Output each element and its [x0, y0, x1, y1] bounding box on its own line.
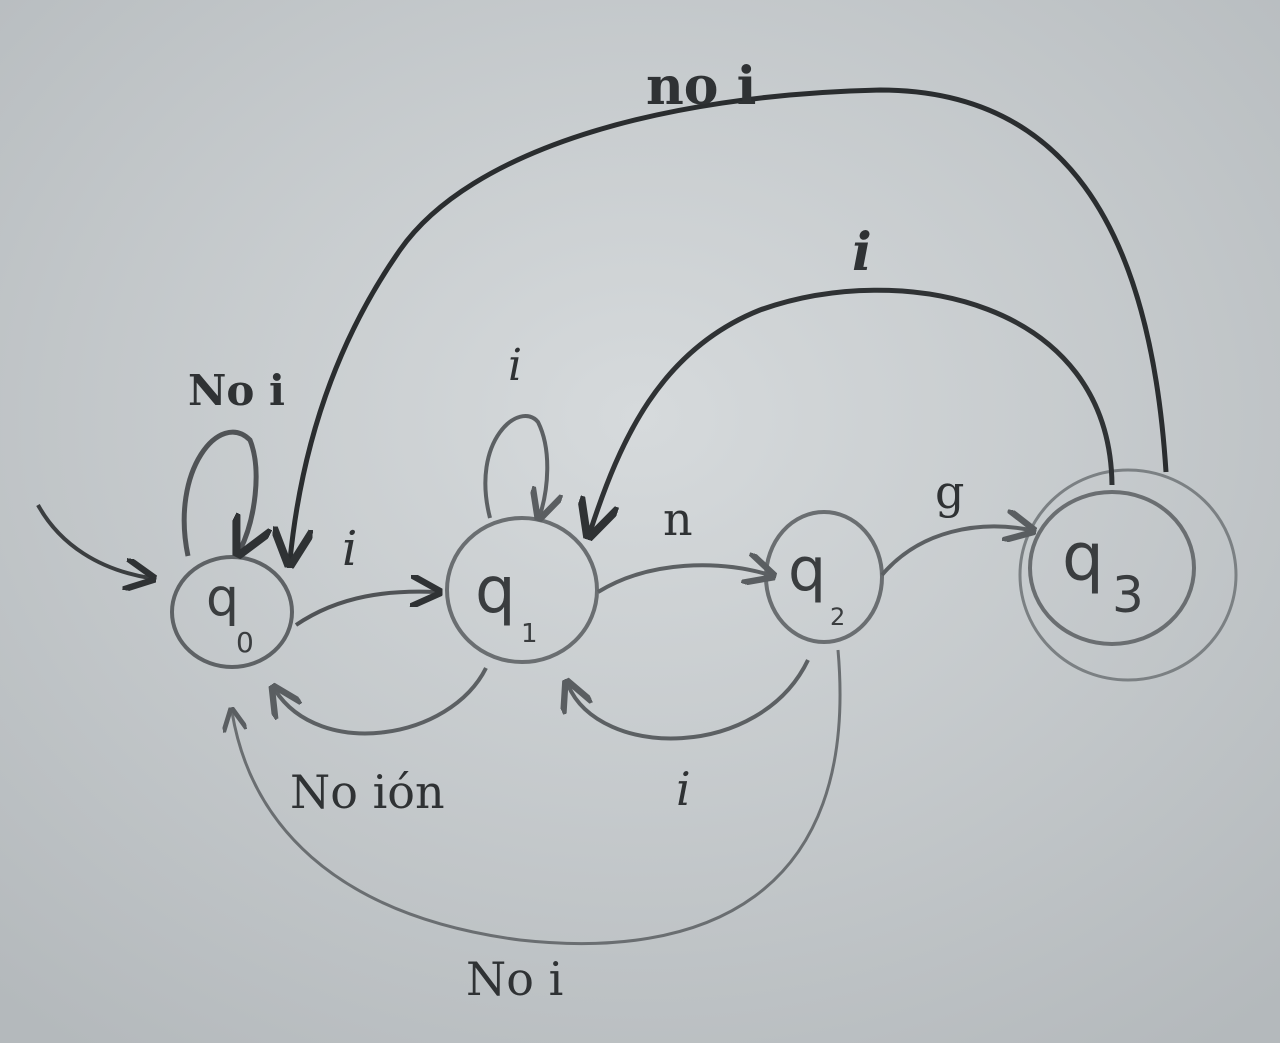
state-q0-circle [170, 555, 294, 669]
edge-q0-q1 [294, 592, 436, 627]
state-q1-label: q [475, 554, 516, 628]
state-q1-subscript: 1 [521, 619, 538, 649]
edge-q3-q1-label: i [852, 222, 872, 283]
edge-q3-q1 [590, 287, 1115, 532]
edge-q2-q1 [568, 659, 810, 741]
state-q3-subscript: 3 [1112, 566, 1144, 624]
edge-q1-q2 [596, 565, 770, 594]
edge-q2-q0-label: No i [466, 952, 563, 1006]
state-q1: q 1 [445, 516, 599, 664]
edge-q1-q1 [483, 414, 547, 518]
edge-q3-q0-label: no i [646, 56, 756, 117]
edge-q0-q0 [181, 429, 256, 556]
edge-q1-q0-label: No ión [290, 765, 445, 819]
edge-q0-q1-label: i [342, 521, 357, 577]
state-q3-label: q [1062, 519, 1104, 596]
state-q1-circle [445, 516, 599, 664]
state-q3-inner-circle [1028, 490, 1196, 646]
edge-q2-q3 [880, 526, 1030, 577]
state-q3: q 3 [1018, 468, 1238, 682]
state-q3-outer-circle [1018, 468, 1238, 682]
state-q0-label: q [206, 568, 239, 628]
edge-q2-q3-label: g [935, 465, 964, 519]
state-q2-subscript: 2 [830, 603, 845, 631]
edge-q2-q0 [232, 649, 842, 946]
state-q2-label: q [788, 535, 826, 605]
edge-q1-q0 [275, 667, 488, 736]
edge-q1-q1-label: i [508, 340, 522, 391]
state-q0: q 0 [170, 555, 294, 669]
edge-q3-q0 [290, 87, 1169, 560]
state-q0-subscript: 0 [236, 626, 254, 659]
edge-q1-q2-label: n [663, 492, 693, 546]
edge-q0-q0-label: No i [188, 366, 285, 415]
start-arrow [36, 504, 150, 578]
edge-q2-q1-label: i [676, 762, 691, 816]
